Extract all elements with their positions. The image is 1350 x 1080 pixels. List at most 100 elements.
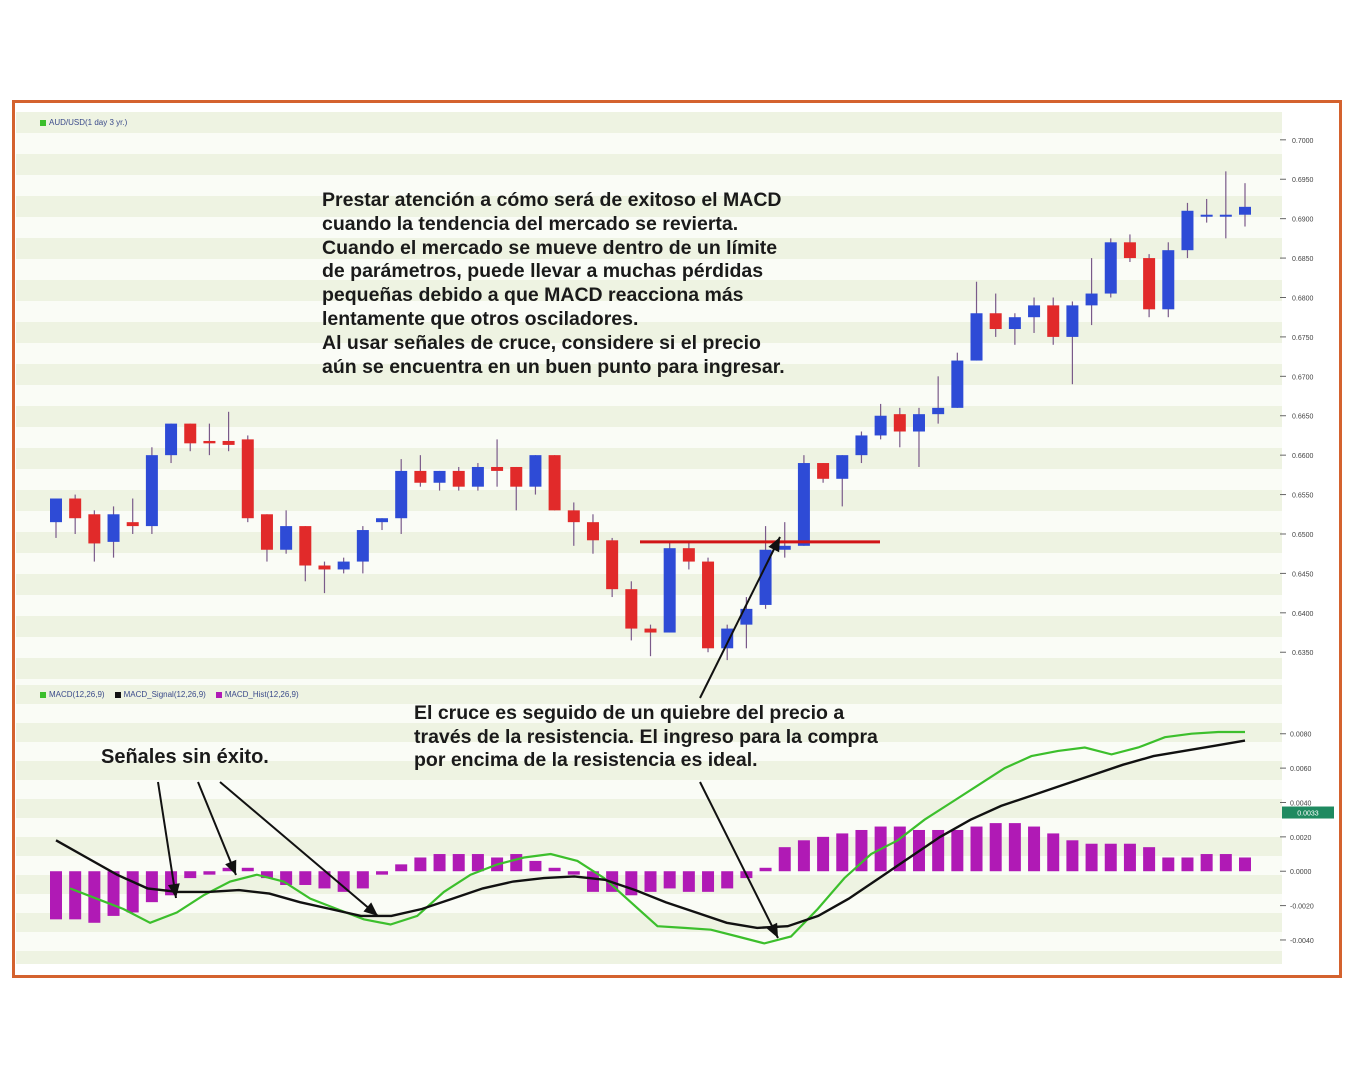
histogram-bar <box>759 867 772 872</box>
candle-up <box>1239 206 1251 215</box>
histogram-bar <box>1104 843 1117 872</box>
histogram-bar <box>433 854 446 872</box>
candle-up <box>50 498 62 523</box>
histogram-bar <box>1047 833 1060 872</box>
histogram-bar <box>337 871 350 892</box>
background-band <box>16 837 1282 856</box>
histogram-bar <box>797 840 810 872</box>
price-tick-label: 0.6400 <box>1292 611 1314 618</box>
candle-up <box>1008 317 1021 330</box>
price-tick-label: 0.6950 <box>1292 177 1314 184</box>
background-band <box>16 780 1282 799</box>
price-tick-label: 0.6550 <box>1292 493 1314 500</box>
candle-down <box>625 589 638 629</box>
background-band <box>16 448 1282 469</box>
arrow-head <box>363 902 378 916</box>
candle-up <box>145 455 158 527</box>
background-band <box>16 511 1282 532</box>
candle-up <box>1028 305 1041 318</box>
histogram-bar <box>682 871 695 892</box>
background-band <box>16 574 1282 595</box>
price-tick-label: 0.6800 <box>1292 295 1314 302</box>
histogram-bar <box>1066 840 1079 872</box>
price-tick-label: 0.6500 <box>1292 532 1314 539</box>
histogram-bar <box>126 871 139 913</box>
histogram-bar <box>69 871 82 920</box>
current-macd-badge <box>1282 806 1334 819</box>
arrow-head <box>225 859 237 875</box>
price-tick-label: 0.6750 <box>1292 335 1314 342</box>
histogram-bar <box>471 854 484 872</box>
candle-up <box>836 455 849 479</box>
background-band <box>16 951 1282 964</box>
candle-up <box>759 549 772 605</box>
histogram-bar <box>1123 843 1136 872</box>
background-band <box>16 112 1282 133</box>
arrow-head <box>768 537 780 553</box>
arrow-shaft <box>219 781 379 917</box>
candle-down <box>299 526 312 566</box>
macd-legend: MACD(12,26,9) MACD_Signal(12,26,9) MACD_… <box>40 690 299 699</box>
macd-tick-label: -0.0040 <box>1290 938 1314 945</box>
histogram-bar <box>1008 823 1021 872</box>
candle-down <box>1143 258 1156 310</box>
histogram-bar <box>184 871 197 879</box>
histogram-bar <box>376 871 389 875</box>
histogram-bar <box>452 854 465 872</box>
candle-down <box>1047 305 1060 337</box>
histogram-bar <box>644 871 657 892</box>
histogram-bar <box>414 857 427 872</box>
hist-legend-label: MACD_Hist(12,26,9) <box>224 690 299 699</box>
annotation-failed-signals: Señales sin éxito. <box>101 746 269 768</box>
candle-up <box>433 470 446 483</box>
candle-up <box>376 518 389 523</box>
candle-up <box>280 526 293 550</box>
histogram-bar <box>318 871 331 889</box>
candle-down <box>893 414 906 432</box>
candle-up <box>356 530 369 562</box>
histogram-bar <box>1239 857 1251 872</box>
candle-up <box>395 470 408 519</box>
background-band <box>16 595 1282 616</box>
arrow-shaft <box>197 781 237 876</box>
histogram-bar <box>778 847 791 872</box>
background-band <box>16 364 1282 385</box>
candle-down <box>203 440 216 444</box>
histogram-bar <box>510 854 523 872</box>
macd-tick-label: 0.0040 <box>1290 800 1312 807</box>
candle-down <box>184 423 197 444</box>
candle-down <box>606 540 619 590</box>
candle-up <box>932 407 945 415</box>
candle-up <box>529 455 542 487</box>
histogram-bar <box>989 823 1002 872</box>
candle-up <box>337 561 350 570</box>
annotation-macd-note: Prestar atención a cómo será de exitoso … <box>322 189 785 378</box>
background-band <box>16 616 1282 637</box>
price-tick-label: 0.6700 <box>1292 374 1314 381</box>
candle-down <box>260 514 273 550</box>
annotation-arrows <box>157 536 781 939</box>
legend-swatch <box>40 691 46 698</box>
histogram-bar <box>721 871 734 889</box>
price-tick-label: 0.7000 <box>1292 138 1314 145</box>
candle-down <box>69 498 82 519</box>
signal-legend-label: MACD_Signal(12,26,9) <box>123 690 206 699</box>
background-band <box>16 469 1282 490</box>
histogram-bar <box>663 871 676 889</box>
candle-up <box>1104 242 1117 294</box>
macd-line <box>69 730 1245 945</box>
candle-up <box>1181 210 1194 251</box>
legend-swatch <box>215 691 222 698</box>
candle-down <box>491 466 504 471</box>
price-tick-label: 0.6600 <box>1292 453 1314 460</box>
candle-up <box>1219 214 1232 217</box>
arrow-shaft <box>699 781 779 939</box>
histogram-bar <box>395 864 408 872</box>
macd-legend-label: MACD(12,26,9) <box>49 690 105 699</box>
background-band <box>16 280 1282 301</box>
candle-up <box>1066 305 1079 337</box>
background-band <box>16 490 1282 511</box>
value-axis-strip <box>1282 112 1339 964</box>
candle-down <box>510 466 523 487</box>
